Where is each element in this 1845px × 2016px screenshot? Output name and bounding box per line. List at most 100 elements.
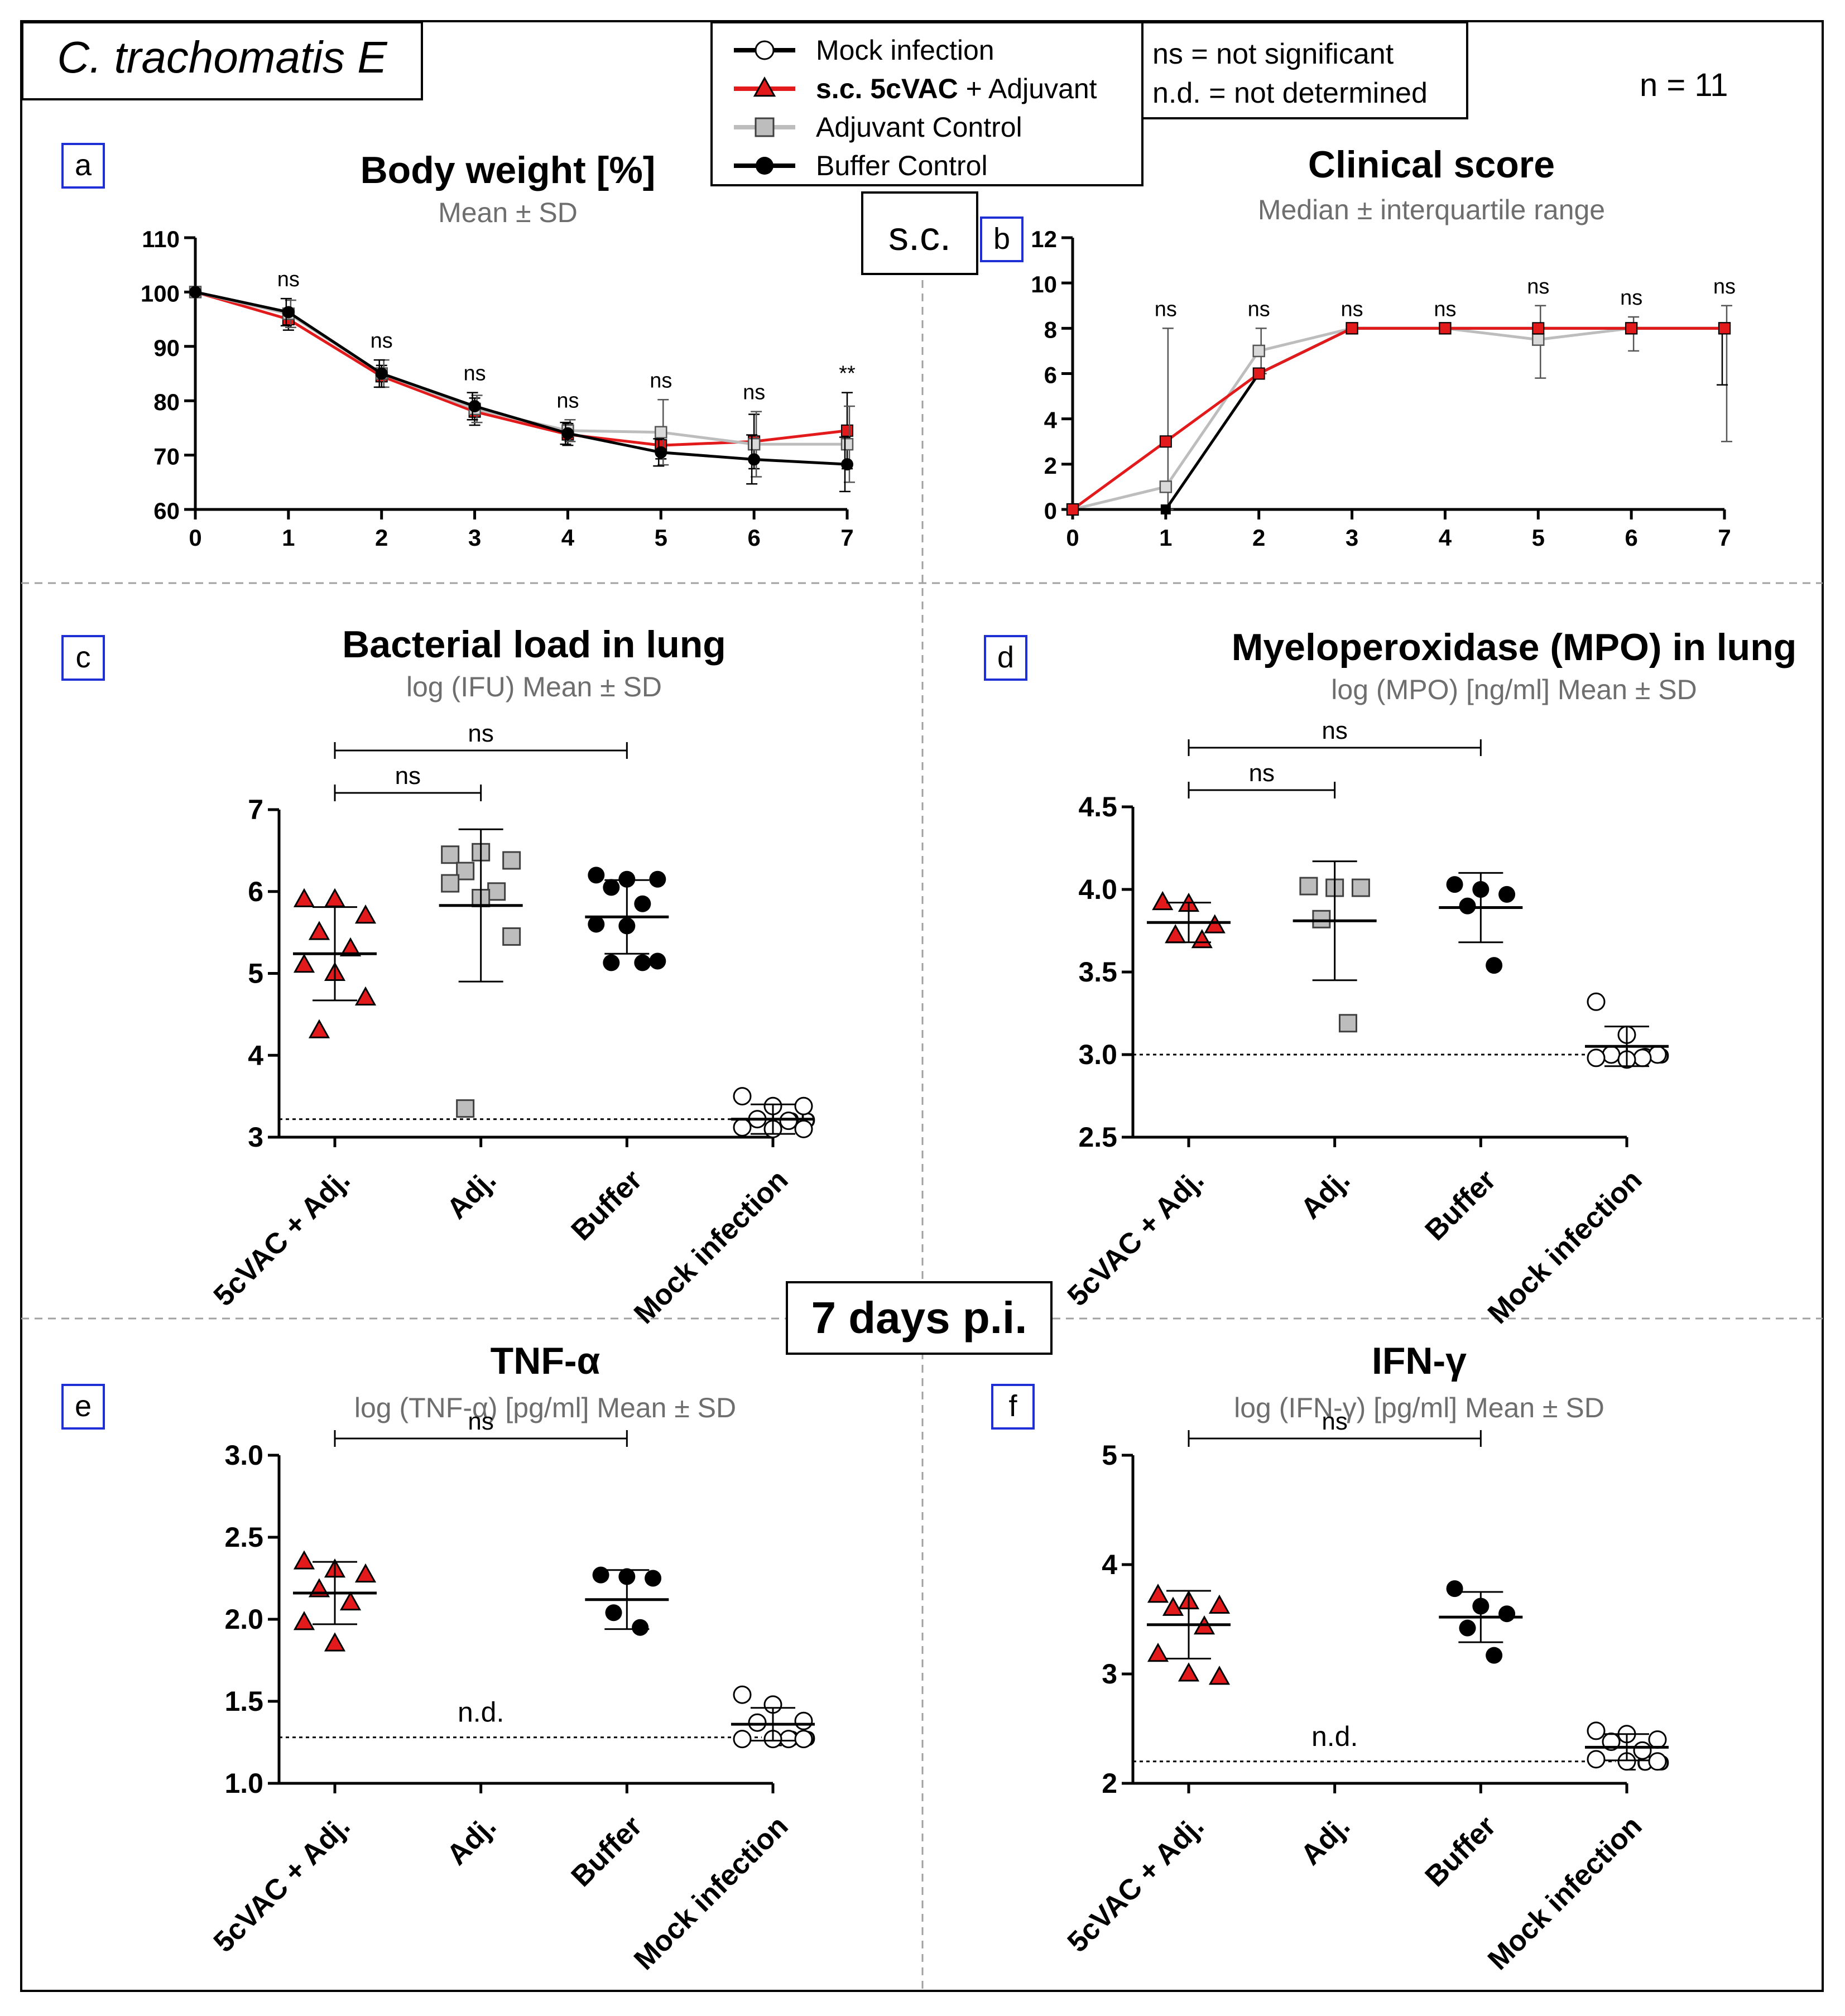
chart-subtitle: log (MPO) [ng/ml] Mean ± SD — [1331, 674, 1697, 705]
data-point — [634, 895, 651, 912]
panel-label: c — [76, 641, 91, 674]
x-tick-label: Adj. — [441, 1810, 502, 1871]
data-point — [561, 427, 574, 440]
data-point — [1602, 1045, 1621, 1064]
data-point — [1633, 1048, 1652, 1067]
timepoint-label-box — [786, 1281, 1053, 1355]
data-point — [339, 937, 362, 956]
x-tick-label: Mock infection — [628, 1810, 794, 1976]
series-buffer — [189, 286, 853, 493]
panel-d: d Myeloperoxidase (MPO) in lung log (MPO) … — [984, 626, 1797, 1330]
x-tick-label: 5cVAC + Adj. — [1061, 1163, 1210, 1312]
data-point — [1338, 1014, 1357, 1033]
data-point — [1587, 1721, 1606, 1740]
data-point — [592, 1566, 609, 1584]
data-point — [779, 1112, 798, 1130]
data-point — [1066, 503, 1079, 516]
y-tick-label: 80 — [153, 389, 180, 415]
data-point — [1252, 344, 1265, 358]
group-adjuvant — [1293, 860, 1377, 1033]
x-tick-label: Mock infection — [1482, 1163, 1648, 1330]
y-tick-label: 2 — [1044, 453, 1057, 479]
significance-bracket: ns — [1188, 1408, 1482, 1447]
y-tick-label: 2 — [1102, 1768, 1117, 1799]
y-tick-label: 70 — [153, 444, 180, 470]
group-buffer — [1439, 872, 1523, 974]
x-tick-label: 5cVAC + Adj. — [208, 1163, 357, 1312]
group-vaccine — [1147, 891, 1231, 949]
panel-label-box — [980, 216, 1024, 262]
data-point — [588, 916, 605, 933]
panel-label: d — [997, 641, 1014, 674]
group-mock — [1585, 992, 1669, 1069]
legend-item: Mock infection — [734, 35, 994, 66]
pathogen-label: C. trachomatis E — [57, 32, 388, 82]
data-point — [354, 986, 377, 1005]
series-line — [195, 290, 848, 466]
data-point — [1718, 322, 1731, 335]
data-point — [794, 1096, 813, 1115]
data-point — [733, 1087, 752, 1106]
significance-bracket: ns — [1188, 759, 1336, 798]
legend-label: Adjuvant Control — [816, 112, 1022, 143]
data-point — [293, 954, 315, 973]
panel-label-box — [61, 143, 105, 189]
bracket-label: ns — [1249, 759, 1275, 787]
data-point — [649, 870, 666, 888]
legend-marker — [756, 157, 773, 175]
significance-annotation: ns — [1341, 297, 1363, 321]
data-point — [605, 1604, 622, 1622]
x-tick-label: Mock infection — [1482, 1810, 1648, 1976]
significance-annotation: ns — [743, 381, 765, 405]
data-point — [1587, 992, 1606, 1011]
x-tick-label: Buffer — [565, 1810, 648, 1893]
data-point — [1165, 924, 1186, 944]
panel-label-box — [61, 1384, 105, 1430]
legend-marker — [753, 76, 776, 97]
y-tick-label: 2.5 — [1078, 1122, 1117, 1153]
data-point — [502, 851, 521, 870]
data-point — [1498, 1605, 1516, 1623]
data-point — [794, 1730, 813, 1749]
legend-label: Buffer Control — [816, 150, 988, 181]
significance-annotation: ns — [1248, 297, 1270, 321]
data-point — [487, 882, 506, 901]
y-tick-label: 0 — [1044, 498, 1057, 524]
x-tick-label: 4 — [1439, 525, 1452, 551]
significance-bracket: ns — [334, 720, 628, 759]
data-point — [1587, 1750, 1606, 1769]
data-point — [733, 1685, 752, 1704]
data-point — [1160, 504, 1171, 514]
x-tick-label: Mock infection — [628, 1163, 794, 1330]
data-point — [441, 874, 460, 893]
group-buffer — [585, 1566, 669, 1636]
data-point — [1633, 1741, 1652, 1760]
data-point — [308, 1019, 330, 1038]
y-tick-label: 4.5 — [1078, 791, 1117, 822]
legend-marker — [755, 117, 775, 137]
x-tick-label: 2 — [375, 525, 388, 551]
chart-title: Myeloperoxidase (MPO) in lung — [1232, 626, 1797, 668]
data-point — [747, 437, 761, 451]
significance-annotation: ns — [277, 268, 300, 291]
significance-bracket: ns — [1188, 717, 1482, 756]
legend-item: Buffer Control — [734, 150, 988, 181]
x-tick-label: 6 — [1625, 525, 1637, 551]
panel-e: e TNF-α log (TNF-α) [pg/ml] Mean ± SD 1.0 1.… — [61, 1340, 816, 1976]
y-tick-label: 1.0 — [224, 1768, 263, 1799]
data-point — [339, 1591, 362, 1611]
y-tick-label: 5 — [248, 958, 263, 989]
data-point — [456, 862, 475, 881]
legend-label: Mock infection — [816, 35, 994, 66]
chart-title: Clinical score — [1308, 143, 1555, 186]
data-point — [1532, 333, 1545, 346]
significance-notes-box — [1141, 21, 1468, 119]
series-line — [1072, 326, 1724, 511]
group-vaccine — [293, 1550, 377, 1652]
data-point — [1459, 897, 1476, 915]
data-point — [502, 927, 521, 946]
group-mock — [731, 1685, 815, 1749]
x-tick-label: 7 — [1718, 525, 1731, 551]
x-tick-label: 6 — [747, 525, 760, 551]
